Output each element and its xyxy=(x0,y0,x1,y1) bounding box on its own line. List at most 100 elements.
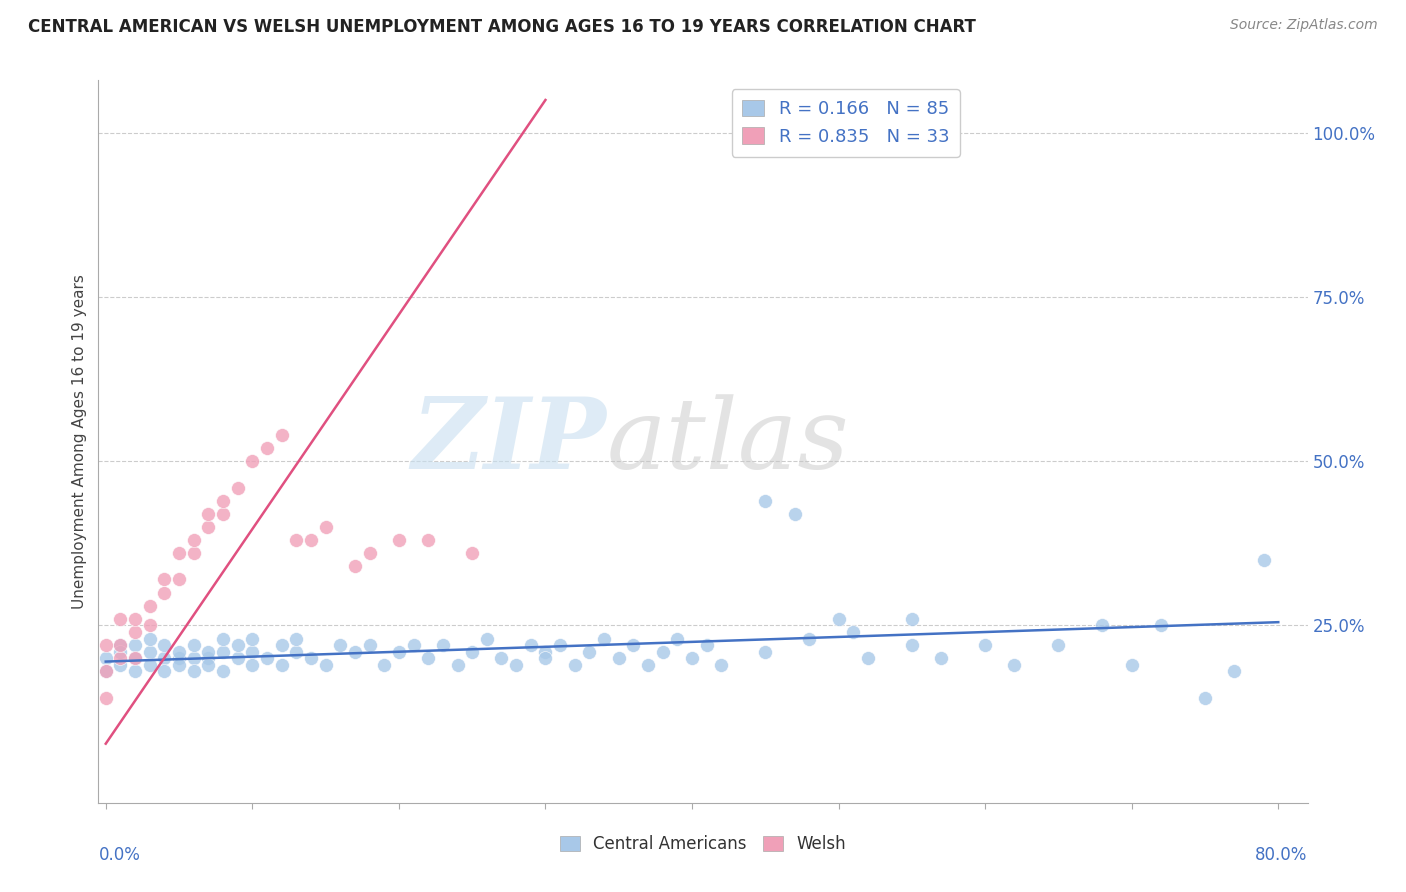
Point xyxy=(475,632,498,646)
Point xyxy=(138,645,160,659)
Point xyxy=(637,657,659,672)
Point xyxy=(197,651,219,665)
Point xyxy=(856,651,879,665)
Point xyxy=(359,546,381,560)
Point xyxy=(359,638,381,652)
Point xyxy=(212,665,235,679)
Point xyxy=(432,638,454,652)
Point xyxy=(240,657,263,672)
Point xyxy=(534,651,557,665)
Point xyxy=(94,665,117,679)
Point xyxy=(1194,690,1216,705)
Point xyxy=(167,546,190,560)
Point xyxy=(270,428,292,442)
Point xyxy=(1150,618,1173,632)
Point xyxy=(901,612,924,626)
Point xyxy=(197,645,219,659)
Point xyxy=(212,645,235,659)
Text: 0.0%: 0.0% xyxy=(98,847,141,864)
Point xyxy=(388,645,411,659)
Point xyxy=(315,657,337,672)
Point xyxy=(256,651,278,665)
Point xyxy=(197,520,219,534)
Point xyxy=(256,441,278,455)
Point xyxy=(754,493,776,508)
Point xyxy=(183,651,205,665)
Point xyxy=(153,665,176,679)
Point xyxy=(901,638,924,652)
Point xyxy=(94,690,117,705)
Point xyxy=(285,645,308,659)
Point xyxy=(124,651,146,665)
Point xyxy=(783,507,806,521)
Point xyxy=(754,645,776,659)
Y-axis label: Unemployment Among Ages 16 to 19 years: Unemployment Among Ages 16 to 19 years xyxy=(72,274,87,609)
Point xyxy=(110,638,132,652)
Point xyxy=(226,481,249,495)
Text: CENTRAL AMERICAN VS WELSH UNEMPLOYMENT AMONG AGES 16 TO 19 YEARS CORRELATION CHA: CENTRAL AMERICAN VS WELSH UNEMPLOYMENT A… xyxy=(28,18,976,36)
Point xyxy=(183,665,205,679)
Point xyxy=(418,533,440,547)
Point xyxy=(418,651,440,665)
Point xyxy=(153,638,176,652)
Point xyxy=(212,493,235,508)
Point xyxy=(153,585,176,599)
Point xyxy=(696,638,718,652)
Point xyxy=(315,520,337,534)
Point xyxy=(153,651,176,665)
Point xyxy=(138,618,160,632)
Point xyxy=(343,645,366,659)
Point xyxy=(94,651,117,665)
Text: ZIP: ZIP xyxy=(412,393,606,490)
Point xyxy=(138,632,160,646)
Point xyxy=(197,507,219,521)
Point xyxy=(110,657,132,672)
Point xyxy=(461,645,484,659)
Point xyxy=(124,638,146,652)
Point xyxy=(124,625,146,640)
Point xyxy=(226,638,249,652)
Point xyxy=(666,632,689,646)
Point xyxy=(491,651,513,665)
Point xyxy=(240,645,263,659)
Point xyxy=(299,533,322,547)
Point xyxy=(534,645,557,659)
Point xyxy=(827,612,849,626)
Point xyxy=(299,651,322,665)
Point xyxy=(974,638,997,652)
Point xyxy=(681,651,703,665)
Point xyxy=(578,645,600,659)
Point xyxy=(710,657,733,672)
Point xyxy=(1091,618,1114,632)
Point xyxy=(593,632,616,646)
Point xyxy=(240,632,263,646)
Point xyxy=(270,657,292,672)
Point xyxy=(799,632,821,646)
Point xyxy=(167,657,190,672)
Point xyxy=(461,546,484,560)
Point xyxy=(183,638,205,652)
Text: atlas: atlas xyxy=(606,394,849,489)
Point xyxy=(226,651,249,665)
Point xyxy=(94,665,117,679)
Point xyxy=(110,638,132,652)
Point xyxy=(1004,657,1026,672)
Point xyxy=(548,638,571,652)
Point xyxy=(167,645,190,659)
Point xyxy=(564,657,586,672)
Point xyxy=(285,533,308,547)
Point xyxy=(621,638,644,652)
Point xyxy=(329,638,352,652)
Point xyxy=(446,657,468,672)
Point xyxy=(607,651,630,665)
Legend: Central Americans, Welsh: Central Americans, Welsh xyxy=(553,828,853,860)
Point xyxy=(1223,665,1246,679)
Text: 80.0%: 80.0% xyxy=(1256,847,1308,864)
Point xyxy=(94,638,117,652)
Point xyxy=(505,657,527,672)
Point xyxy=(110,645,132,659)
Point xyxy=(124,612,146,626)
Point xyxy=(373,657,395,672)
Text: Source: ZipAtlas.com: Source: ZipAtlas.com xyxy=(1230,18,1378,32)
Point xyxy=(285,632,308,646)
